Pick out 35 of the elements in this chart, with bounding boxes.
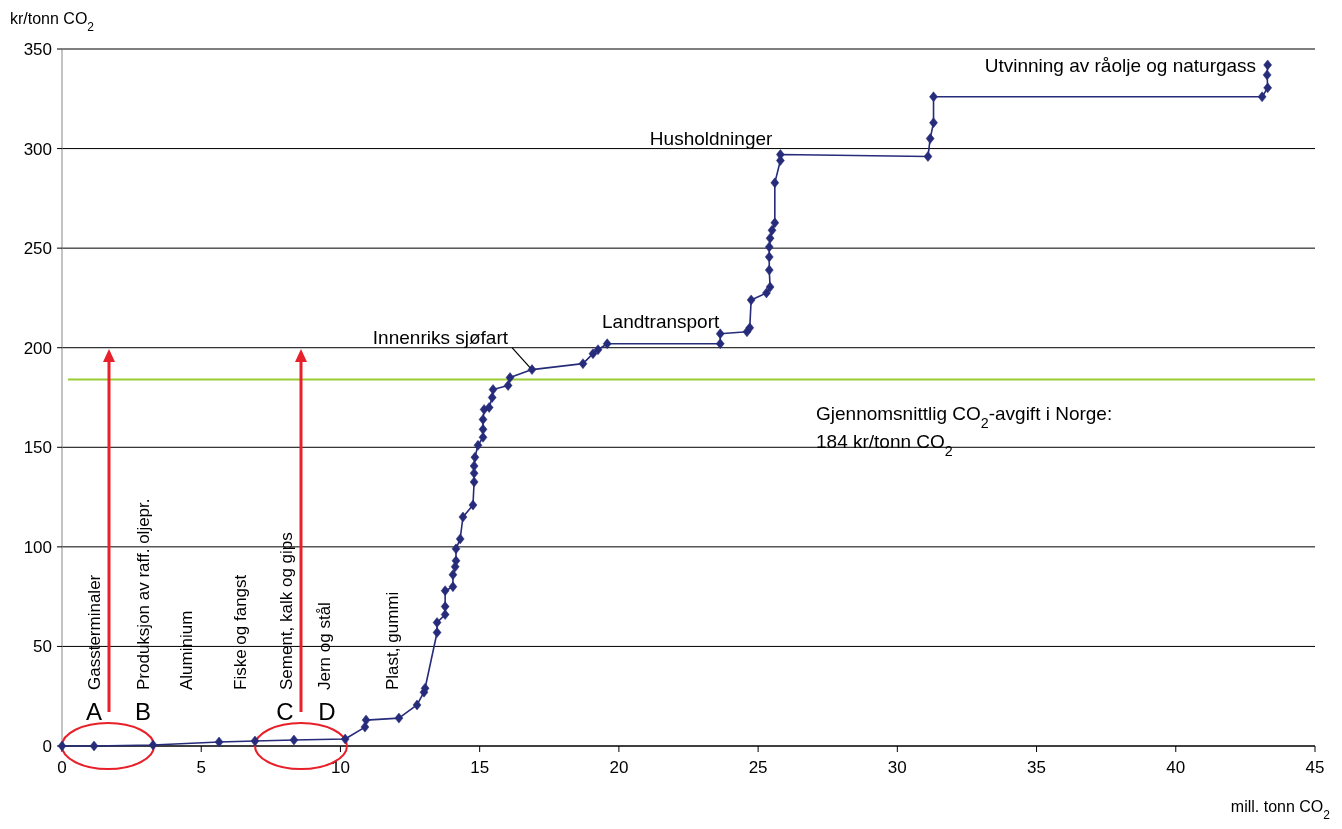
y-tick-label: 350 bbox=[23, 39, 52, 59]
x-tick-label: 0 bbox=[57, 758, 67, 777]
annotation: D bbox=[318, 698, 336, 725]
x-tick-label: 15 bbox=[470, 758, 490, 777]
y-tick-label: 300 bbox=[23, 139, 52, 159]
x-tick-label: 25 bbox=[748, 758, 768, 777]
y-axis-title: kr/tonn CO$_{2}$ bbox=[10, 10, 95, 34]
x-tick-label: 35 bbox=[1027, 758, 1047, 777]
annotation: Utvinning av råolje og naturgass bbox=[984, 54, 1257, 76]
x-axis-title: mill. tonn CO$_{2}$ bbox=[1230, 798, 1331, 822]
y-tick-label: 0 bbox=[42, 736, 52, 756]
y-tick-label: 150 bbox=[23, 438, 52, 458]
y-tick-label: 50 bbox=[33, 637, 52, 657]
x-tick-label: 40 bbox=[1166, 758, 1186, 777]
y-tick-label: 100 bbox=[23, 537, 52, 557]
annotation: B bbox=[134, 698, 152, 725]
x-tick-label: 5 bbox=[196, 758, 206, 777]
y-tick-label: 250 bbox=[23, 239, 52, 259]
x-tick-label: 45 bbox=[1305, 758, 1325, 777]
annotation: C bbox=[276, 698, 294, 725]
annotation: Produksjon av raff. oljepr. bbox=[134, 498, 153, 690]
annotation: Fiske og fangst bbox=[231, 574, 250, 690]
annotation: Landtransport bbox=[602, 310, 720, 332]
annotation: Innenriks sjøfart bbox=[372, 326, 509, 348]
x-tick-label: 10 bbox=[330, 758, 350, 777]
x-tick-label: 30 bbox=[887, 758, 907, 777]
annotation: Aluminium bbox=[177, 610, 196, 690]
y-tick-label: 200 bbox=[23, 338, 52, 358]
x-tick-label: 20 bbox=[609, 758, 629, 777]
annotation: Gassterminaler bbox=[85, 574, 104, 690]
annotation: Jern og stål bbox=[315, 602, 334, 690]
annotation: Husholdninger bbox=[649, 127, 774, 149]
annotation: Sement, kalk og gips bbox=[277, 532, 296, 690]
annotation: A bbox=[85, 698, 103, 725]
annotation: Plast, gummi bbox=[383, 591, 402, 690]
